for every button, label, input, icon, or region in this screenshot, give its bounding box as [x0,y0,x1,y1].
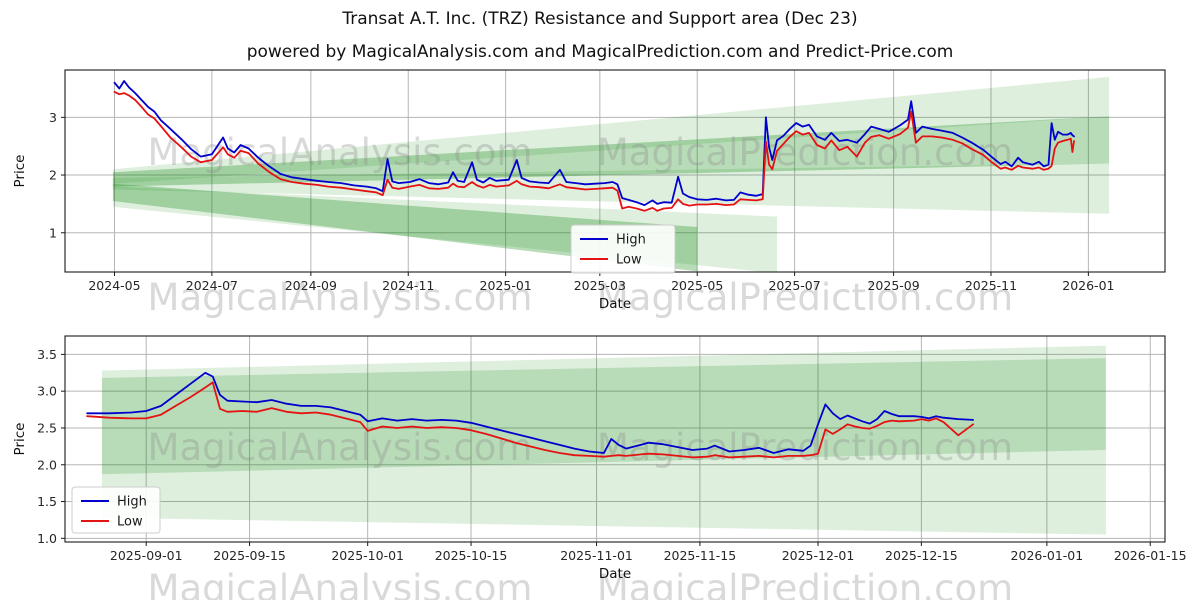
y-tick-label: 2.5 [37,420,57,435]
band-medium [112,116,1110,187]
x-axis-label: Date [599,296,631,312]
low-line [113,91,1075,212]
y-tick-label: 1.0 [37,531,57,546]
y-tick-label: 3.5 [37,347,57,362]
legend: High Low [71,486,161,534]
low-line [86,381,974,459]
y-tick-label: 2 [49,168,57,183]
x-tick-label: 2025-01 [480,278,532,293]
legend-box [570,224,676,274]
x-tick-label: 2026-01 [1062,278,1114,293]
x-tick-label: 2025-09 [867,278,919,293]
x-tick-label: 2025-07 [768,278,820,293]
bands-layer [101,345,1106,535]
y-axis-label: Price [12,423,28,456]
high-line [86,371,974,454]
band-light [112,76,1110,184]
band-light [101,345,1106,378]
legend-label: Low [117,515,143,530]
x-tick-label: 2024-11 [382,278,434,293]
legend: High Low [570,224,676,274]
watermark-prediction: MagicalPrediction.com [597,131,1013,174]
band-light [101,450,1106,535]
y-tick-label: 1.5 [37,494,57,509]
y-axis-label: Price [12,155,28,188]
y-tick-label: 2.0 [37,457,57,472]
legend-label: High [616,233,646,248]
x-tick-label: 2025-10-15 [435,548,508,563]
chart-panel-1: MagicalAnalysis.com MagicalPrediction.com… [12,335,1187,600]
legend-label: Low [616,253,642,268]
x-tick-label: 2025-11 [965,278,1017,293]
x-tick-label: 2025-10-01 [331,548,404,563]
x-tick-label: 2024-07 [186,278,238,293]
x-tick-label: 2026-01-15 [1114,548,1187,563]
y-tick-label: 3.0 [37,384,57,399]
series-layer [86,371,974,459]
watermark-prediction: MagicalPrediction.com [597,567,1013,600]
x-tick-label: 2025-11-01 [560,548,633,563]
band-medium [112,183,698,272]
legend-label: High [117,495,147,510]
y-tick-label: 1 [49,225,57,240]
watermark-analysis: MagicalAnalysis.com [148,426,533,469]
x-tick-label: 2026-01-01 [1011,548,1084,563]
chart-subtitle: powered by MagicalAnalysis.com and Magic… [246,42,954,62]
x-tick-label: 2024-05 [88,278,140,293]
x-tick-label: 2025-09-01 [110,548,183,563]
watermark-analysis: MagicalAnalysis.com [148,131,533,174]
plot-border [64,335,1166,543]
high-line [113,80,1075,207]
band-medium [101,358,1106,475]
x-tick-label: 2025-03 [574,278,626,293]
y-tick-label: 3 [49,110,57,125]
watermark-prediction: MagicalPrediction.com [597,276,1013,319]
watermark-prediction: MagicalPrediction.com [597,426,1013,469]
watermark-analysis: MagicalAnalysis.com [148,567,533,600]
x-tick-label: 2025-12-15 [885,548,958,563]
x-axis-label: Date [599,566,631,582]
x-tick-label: 2025-05 [671,278,723,293]
watermark-analysis: MagicalAnalysis.com [148,276,533,319]
x-tick-label: 2025-12-01 [782,548,855,563]
chart-title: Transat A.T. Inc. (TRZ) Resistance and S… [342,9,858,29]
series-layer [113,80,1075,212]
chart-panel-0: MagicalAnalysis.com MagicalPrediction.com… [12,69,1166,319]
x-tick-label: 2025-11-15 [664,548,737,563]
x-tick-label: 2025-09-15 [213,548,286,563]
x-tick-label: 2024-09 [285,278,337,293]
